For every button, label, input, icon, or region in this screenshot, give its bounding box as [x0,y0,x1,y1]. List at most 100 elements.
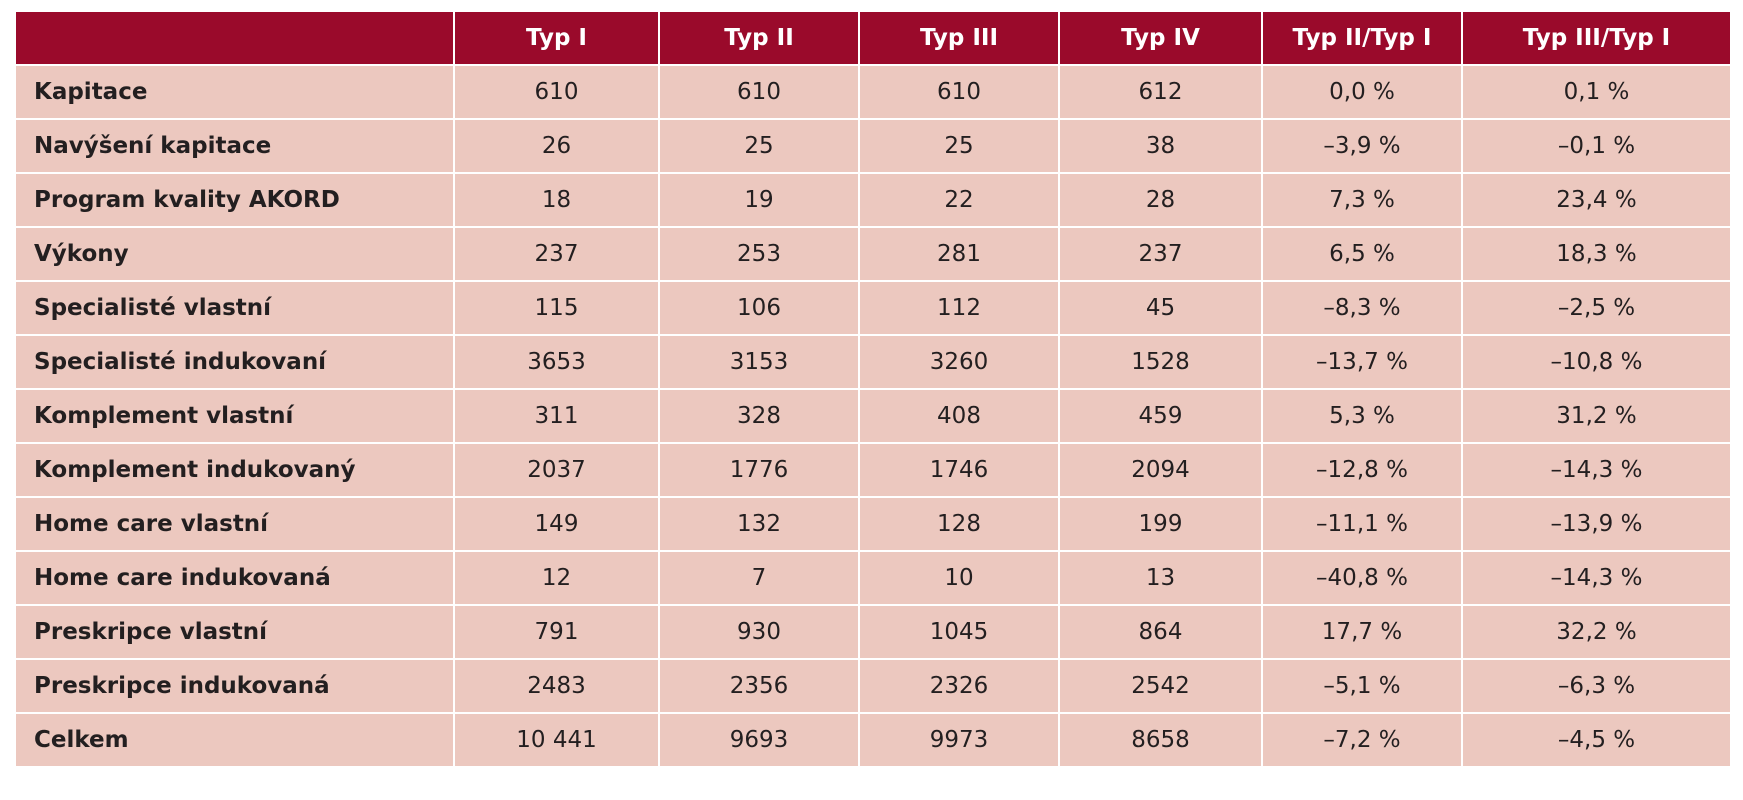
cell: 38 [1058,118,1263,174]
row-label: Komplement vlastní [14,388,455,444]
cell: 610 [658,64,860,120]
cell: 18 [453,172,660,228]
header-cell: Typ III [858,10,1060,66]
cell: 1045 [858,604,1060,660]
row-label: Program kvality AKORD [14,172,455,228]
cell: 311 [453,388,660,444]
table-row: Výkony 237 253 281 237 6,5 % 18,3 % [14,226,1732,282]
cell: 253 [658,226,860,282]
cell: –2,5 % [1461,280,1732,336]
row-label: Celkem [14,712,455,768]
cell: 459 [1058,388,1263,444]
cell: 2094 [1058,442,1263,498]
table-row: Navýšení kapitace 26 25 25 38 –3,9 % –0,1 % [14,118,1732,174]
cell: 199 [1058,496,1263,552]
cell: 610 [858,64,1060,120]
header-cell: Typ II/Typ I [1261,10,1463,66]
cell: 106 [658,280,860,336]
table-row: Kapitace 610 610 610 612 0,0 % 0,1 % [14,64,1732,120]
table-row: Komplement indukovaný 2037 1776 1746 2094 –12… [14,442,1732,498]
cell: 1528 [1058,334,1263,390]
cell: –14,3 % [1461,550,1732,606]
table-row: Celkem 10 441 9693 9973 8658 –7,2 % –4,5 % [14,712,1732,768]
cell: 2326 [858,658,1060,714]
cell: 0,0 % [1261,64,1463,120]
cell: 930 [658,604,860,660]
cell: 1776 [658,442,860,498]
table-row: Specialisté indukovaní 3653 3153 3260 1528 –1… [14,334,1732,390]
cell: –4,5 % [1461,712,1732,768]
row-label: Preskripce vlastní [14,604,455,660]
cell: 3153 [658,334,860,390]
table-body: Kapitace 610 610 610 612 0,0 % 0,1 % Navýšení k… [14,64,1732,768]
cell: 610 [453,64,660,120]
cell: 281 [858,226,1060,282]
table-row: Home care indukovaná 12 7 10 13 –40,8 % –14,3 … [14,550,1732,606]
cell: 22 [858,172,1060,228]
row-label: Specialisté indukovaní [14,334,455,390]
cell: 0,1 % [1461,64,1732,120]
header-cell: Typ IV [1058,10,1263,66]
cell: 408 [858,388,1060,444]
cell: –40,8 % [1261,550,1463,606]
row-label: Specialisté vlastní [14,280,455,336]
cell: –14,3 % [1461,442,1732,498]
cell: 2356 [658,658,860,714]
cell: 25 [658,118,860,174]
cell: 791 [453,604,660,660]
cell: 6,5 % [1261,226,1463,282]
table-row: Program kvality AKORD 18 19 22 28 7,3 % 23,4 % [14,172,1732,228]
header-cell: Typ III/Typ I [1461,10,1732,66]
cell: 237 [453,226,660,282]
table-row: Komplement vlastní 311 328 408 459 5,3 % 31,2 … [14,388,1732,444]
cell: 25 [858,118,1060,174]
cell: 9973 [858,712,1060,768]
cell: 2037 [453,442,660,498]
row-label: Preskripce indukovaná [14,658,455,714]
cell: 112 [858,280,1060,336]
cell: 45 [1058,280,1263,336]
cell: 7,3 % [1261,172,1463,228]
cell: 128 [858,496,1060,552]
cell: 328 [658,388,860,444]
cell: 28 [1058,172,1263,228]
cell: 2542 [1058,658,1263,714]
cell: –8,3 % [1261,280,1463,336]
data-table: Typ I Typ II Typ III Typ IV Typ II/Typ I Typ … [14,10,1732,768]
row-label: Home care indukovaná [14,550,455,606]
cell: 26 [453,118,660,174]
cell: 1746 [858,442,1060,498]
cell: –3,9 % [1261,118,1463,174]
cell: –12,8 % [1261,442,1463,498]
cell: –5,1 % [1261,658,1463,714]
row-label: Home care vlastní [14,496,455,552]
row-label: Komplement indukovaný [14,442,455,498]
cell: 10 [858,550,1060,606]
header-row: Typ I Typ II Typ III Typ IV Typ II/Typ I Typ … [14,10,1732,66]
cell: 32,2 % [1461,604,1732,660]
cell: 13 [1058,550,1263,606]
cell: 18,3 % [1461,226,1732,282]
table-row: Preskripce indukovaná 2483 2356 2326 2542 –5,… [14,658,1732,714]
cell: –6,3 % [1461,658,1732,714]
header-cell [14,10,455,66]
cell: –11,1 % [1261,496,1463,552]
cell: 9693 [658,712,860,768]
cell: –13,9 % [1461,496,1732,552]
table-row: Home care vlastní 149 132 128 199 –11,1 % –13,… [14,496,1732,552]
cell: 149 [453,496,660,552]
table-row: Preskripce vlastní 791 930 1045 864 17,7 % 32,… [14,604,1732,660]
cell: 23,4 % [1461,172,1732,228]
cell: –7,2 % [1261,712,1463,768]
cell: 10 441 [453,712,660,768]
cell: 132 [658,496,860,552]
header-cell: Typ I [453,10,660,66]
cell: 3653 [453,334,660,390]
cell: 5,3 % [1261,388,1463,444]
row-label: Výkony [14,226,455,282]
cell: 237 [1058,226,1263,282]
table-row: Specialisté vlastní 115 106 112 45 –8,3 % –2,5… [14,280,1732,336]
cell: –10,8 % [1461,334,1732,390]
header-cell: Typ II [658,10,860,66]
